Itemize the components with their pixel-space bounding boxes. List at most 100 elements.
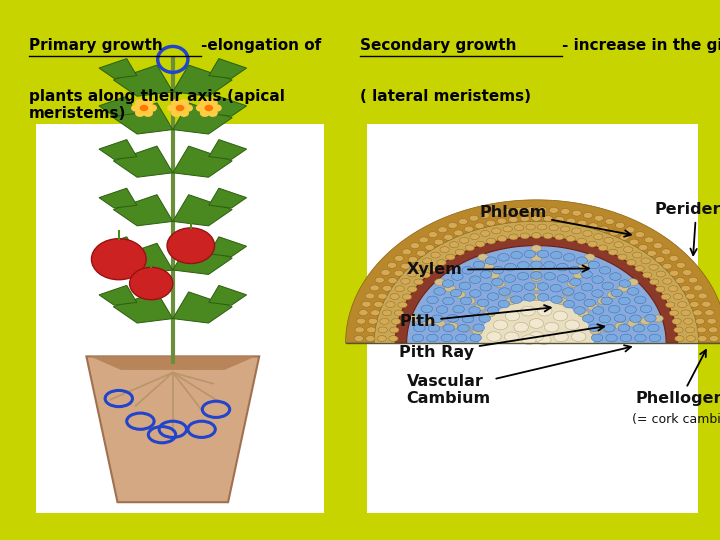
Ellipse shape (566, 218, 575, 224)
Ellipse shape (412, 334, 423, 342)
Ellipse shape (581, 284, 593, 291)
Ellipse shape (676, 262, 685, 268)
Ellipse shape (394, 270, 403, 276)
Ellipse shape (486, 220, 495, 226)
Ellipse shape (656, 286, 665, 292)
Ellipse shape (395, 286, 405, 292)
Ellipse shape (473, 324, 485, 332)
Ellipse shape (459, 282, 471, 289)
Ellipse shape (469, 215, 479, 221)
Ellipse shape (633, 325, 644, 332)
Polygon shape (173, 146, 232, 177)
Ellipse shape (421, 305, 433, 313)
Ellipse shape (392, 319, 401, 325)
Ellipse shape (640, 318, 651, 325)
Ellipse shape (598, 298, 608, 305)
Ellipse shape (641, 258, 650, 264)
Ellipse shape (435, 279, 446, 286)
Ellipse shape (499, 288, 510, 295)
Ellipse shape (599, 267, 611, 274)
Ellipse shape (401, 278, 410, 284)
Ellipse shape (685, 327, 695, 333)
Ellipse shape (678, 302, 687, 308)
Text: (= cork cambium): (= cork cambium) (632, 413, 720, 426)
Ellipse shape (620, 334, 631, 342)
Ellipse shape (531, 274, 541, 281)
Ellipse shape (604, 238, 613, 244)
Ellipse shape (462, 315, 474, 323)
Ellipse shape (458, 325, 469, 332)
Ellipse shape (423, 258, 432, 264)
Ellipse shape (698, 335, 707, 341)
Ellipse shape (709, 335, 719, 341)
Polygon shape (173, 195, 232, 226)
Ellipse shape (451, 273, 463, 280)
Polygon shape (99, 139, 137, 159)
Ellipse shape (401, 263, 410, 269)
Ellipse shape (672, 319, 681, 325)
Ellipse shape (573, 272, 584, 279)
Ellipse shape (683, 269, 692, 275)
Ellipse shape (708, 327, 718, 333)
Ellipse shape (626, 260, 636, 266)
Ellipse shape (531, 255, 541, 262)
Ellipse shape (390, 327, 399, 333)
Ellipse shape (593, 307, 604, 314)
Ellipse shape (570, 279, 581, 286)
Ellipse shape (426, 334, 438, 342)
Ellipse shape (415, 264, 424, 270)
Ellipse shape (543, 233, 552, 239)
Ellipse shape (395, 310, 404, 316)
Ellipse shape (608, 291, 618, 298)
Ellipse shape (389, 335, 398, 341)
Ellipse shape (526, 207, 535, 213)
Ellipse shape (563, 300, 575, 308)
Circle shape (179, 99, 189, 106)
Polygon shape (209, 139, 246, 159)
Ellipse shape (477, 299, 489, 307)
Ellipse shape (531, 245, 541, 252)
Ellipse shape (487, 238, 496, 244)
Ellipse shape (521, 306, 535, 316)
Ellipse shape (421, 272, 431, 278)
Ellipse shape (618, 324, 630, 332)
Circle shape (171, 110, 181, 117)
Ellipse shape (583, 212, 593, 218)
Text: Phellogen: Phellogen (636, 350, 720, 406)
Text: Xylem: Xylem (407, 262, 589, 277)
Ellipse shape (505, 298, 516, 305)
Ellipse shape (511, 285, 523, 292)
Ellipse shape (686, 335, 696, 341)
Circle shape (199, 99, 210, 106)
Ellipse shape (616, 222, 625, 228)
Ellipse shape (473, 261, 485, 269)
Ellipse shape (431, 252, 440, 258)
Text: Phloem: Phloem (480, 205, 631, 237)
Ellipse shape (417, 314, 428, 322)
Ellipse shape (588, 324, 600, 332)
Ellipse shape (520, 215, 529, 221)
Ellipse shape (419, 237, 428, 243)
Ellipse shape (478, 254, 489, 261)
Circle shape (179, 110, 189, 117)
Ellipse shape (382, 310, 392, 316)
Ellipse shape (425, 245, 434, 251)
Ellipse shape (450, 289, 462, 297)
Ellipse shape (505, 332, 519, 342)
Ellipse shape (582, 315, 594, 322)
Ellipse shape (465, 245, 474, 251)
Ellipse shape (674, 327, 683, 333)
Circle shape (208, 99, 217, 106)
Ellipse shape (537, 283, 549, 291)
Polygon shape (209, 59, 246, 78)
Ellipse shape (557, 298, 567, 305)
Ellipse shape (627, 288, 639, 295)
Ellipse shape (593, 234, 603, 240)
Ellipse shape (464, 226, 474, 232)
Ellipse shape (628, 320, 639, 327)
Ellipse shape (443, 324, 454, 332)
Polygon shape (99, 96, 137, 116)
Text: ( lateral meristems): ( lateral meristems) (360, 89, 531, 104)
Ellipse shape (498, 218, 507, 224)
Ellipse shape (606, 334, 617, 342)
